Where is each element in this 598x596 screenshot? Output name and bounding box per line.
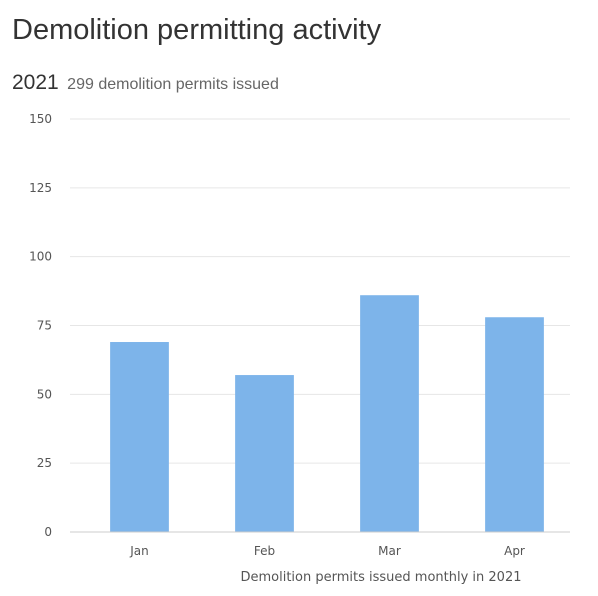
page-title: Demolition permitting activity (12, 14, 382, 46)
bar-chart: 0 25 50 75 100 125 150 Jan Feb Mar Apr Demolition… (29, 112, 570, 585)
bar-jan[interactable] (110, 342, 169, 532)
x-tick-label: Mar (378, 544, 401, 558)
permit-summary: 299 demolition permits issued (67, 76, 279, 93)
year-label: 2021 (12, 71, 59, 94)
y-tick-label: 50 (37, 387, 52, 401)
x-axis-ticks: Jan Feb Mar Apr (129, 544, 525, 558)
y-tick-label: 125 (29, 181, 52, 195)
bar-apr[interactable] (485, 317, 544, 532)
y-tick-label: 75 (37, 319, 52, 333)
bars (110, 295, 544, 532)
x-tick-label: Jan (129, 544, 149, 558)
bar-feb[interactable] (235, 375, 294, 532)
y-tick-label: 100 (29, 250, 52, 264)
subheader: 2021 299 demolition permits issued (12, 70, 279, 98)
x-axis-label: Demolition permits issued monthly in 202… (240, 570, 521, 585)
bar-mar[interactable] (360, 295, 419, 532)
y-axis-ticks: 0 25 50 75 100 125 150 (29, 112, 52, 539)
y-tick-label: 0 (44, 525, 52, 539)
x-tick-label: Apr (504, 544, 525, 558)
y-tick-label: 25 (37, 456, 52, 470)
y-tick-label: 150 (29, 112, 52, 126)
x-tick-label: Feb (254, 544, 275, 558)
